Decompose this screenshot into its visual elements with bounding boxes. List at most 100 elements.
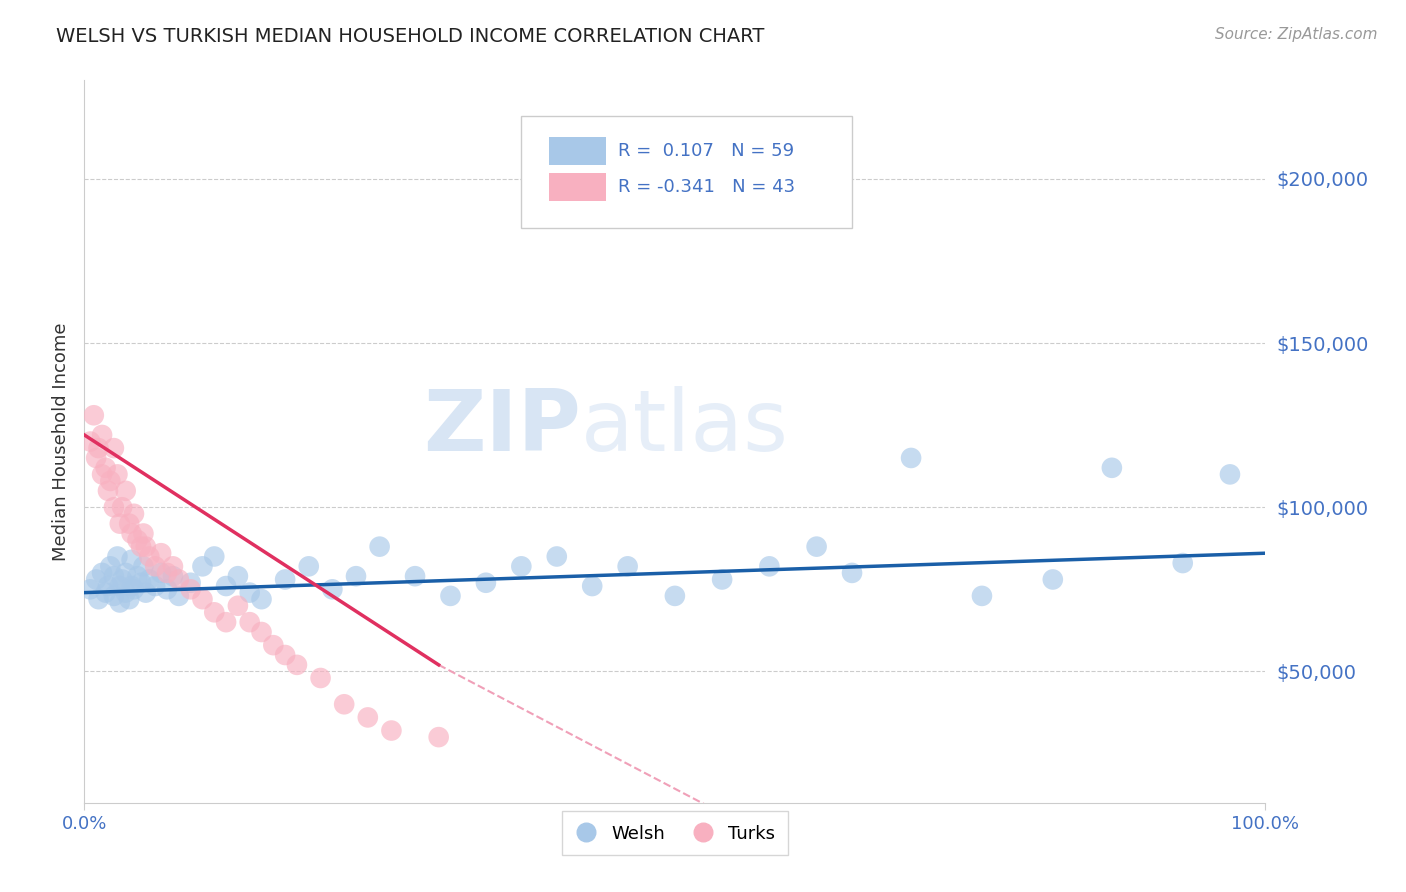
Point bbox=[132, 526, 155, 541]
Point bbox=[107, 549, 129, 564]
Point bbox=[191, 559, 214, 574]
Point bbox=[84, 450, 107, 465]
FancyBboxPatch shape bbox=[548, 173, 606, 201]
FancyBboxPatch shape bbox=[522, 117, 852, 228]
Point bbox=[118, 516, 141, 531]
Point bbox=[91, 428, 114, 442]
Point bbox=[180, 575, 202, 590]
Point bbox=[127, 569, 149, 583]
Point bbox=[510, 559, 533, 574]
Point bbox=[135, 585, 157, 599]
Point bbox=[321, 582, 343, 597]
Point bbox=[103, 589, 125, 603]
Point bbox=[143, 559, 166, 574]
Point bbox=[333, 698, 356, 712]
FancyBboxPatch shape bbox=[548, 136, 606, 165]
Point bbox=[122, 507, 145, 521]
Point bbox=[357, 710, 380, 724]
Point bbox=[103, 569, 125, 583]
Point bbox=[226, 569, 249, 583]
Point bbox=[87, 592, 110, 607]
Point bbox=[380, 723, 402, 738]
Point bbox=[114, 566, 136, 580]
Point bbox=[108, 516, 131, 531]
Point bbox=[121, 579, 143, 593]
Point bbox=[226, 599, 249, 613]
Point bbox=[79, 434, 101, 449]
Text: ZIP: ZIP bbox=[423, 385, 581, 468]
Point bbox=[114, 483, 136, 498]
Point bbox=[191, 592, 214, 607]
Legend: Welsh, Turks: Welsh, Turks bbox=[562, 811, 787, 855]
Point bbox=[83, 409, 105, 423]
Point bbox=[150, 546, 173, 560]
Point bbox=[98, 474, 121, 488]
Point bbox=[121, 553, 143, 567]
Point bbox=[108, 579, 131, 593]
Point bbox=[841, 566, 863, 580]
Point bbox=[156, 566, 179, 580]
Point bbox=[298, 559, 321, 574]
Point bbox=[138, 573, 160, 587]
Point bbox=[546, 549, 568, 564]
Point bbox=[274, 648, 297, 662]
Point bbox=[129, 540, 152, 554]
Point bbox=[111, 500, 134, 515]
Point bbox=[84, 573, 107, 587]
Point bbox=[91, 467, 114, 482]
Point bbox=[1101, 460, 1123, 475]
Point bbox=[111, 573, 134, 587]
Point bbox=[250, 625, 273, 640]
Point bbox=[758, 559, 780, 574]
Point bbox=[97, 483, 120, 498]
Point bbox=[97, 579, 120, 593]
Point bbox=[215, 615, 238, 630]
Point bbox=[91, 566, 114, 580]
Text: WELSH VS TURKISH MEDIAN HOUSEHOLD INCOME CORRELATION CHART: WELSH VS TURKISH MEDIAN HOUSEHOLD INCOME… bbox=[56, 27, 765, 45]
Point bbox=[98, 559, 121, 574]
Point bbox=[103, 441, 125, 455]
Point bbox=[215, 579, 238, 593]
Point bbox=[180, 582, 202, 597]
Point bbox=[162, 559, 184, 574]
Point bbox=[427, 730, 450, 744]
Point bbox=[94, 460, 117, 475]
Point bbox=[94, 585, 117, 599]
Point bbox=[121, 526, 143, 541]
Point bbox=[107, 467, 129, 482]
Point bbox=[581, 579, 603, 593]
Point bbox=[129, 575, 152, 590]
Point bbox=[87, 441, 110, 455]
Point bbox=[108, 595, 131, 609]
Point bbox=[970, 589, 993, 603]
Point bbox=[118, 592, 141, 607]
Point bbox=[262, 638, 284, 652]
Text: R =  0.107   N = 59: R = 0.107 N = 59 bbox=[619, 142, 794, 160]
Point bbox=[285, 657, 308, 672]
Point bbox=[664, 589, 686, 603]
Point bbox=[711, 573, 734, 587]
Text: Source: ZipAtlas.com: Source: ZipAtlas.com bbox=[1215, 27, 1378, 42]
Point bbox=[1171, 556, 1194, 570]
Point bbox=[368, 540, 391, 554]
Y-axis label: Median Household Income: Median Household Income bbox=[52, 322, 70, 561]
Point bbox=[616, 559, 638, 574]
Point bbox=[806, 540, 828, 554]
Point bbox=[274, 573, 297, 587]
Point bbox=[404, 569, 426, 583]
Point bbox=[202, 549, 225, 564]
Point bbox=[138, 549, 160, 564]
Point bbox=[79, 582, 101, 597]
Point bbox=[122, 582, 145, 597]
Point bbox=[239, 585, 262, 599]
Point bbox=[309, 671, 332, 685]
Point bbox=[162, 569, 184, 583]
Point bbox=[127, 533, 149, 547]
Point bbox=[344, 569, 367, 583]
Point bbox=[1042, 573, 1064, 587]
Point bbox=[156, 582, 179, 597]
Text: R = -0.341   N = 43: R = -0.341 N = 43 bbox=[619, 178, 796, 196]
Point bbox=[900, 450, 922, 465]
Point bbox=[150, 566, 173, 580]
Point bbox=[250, 592, 273, 607]
